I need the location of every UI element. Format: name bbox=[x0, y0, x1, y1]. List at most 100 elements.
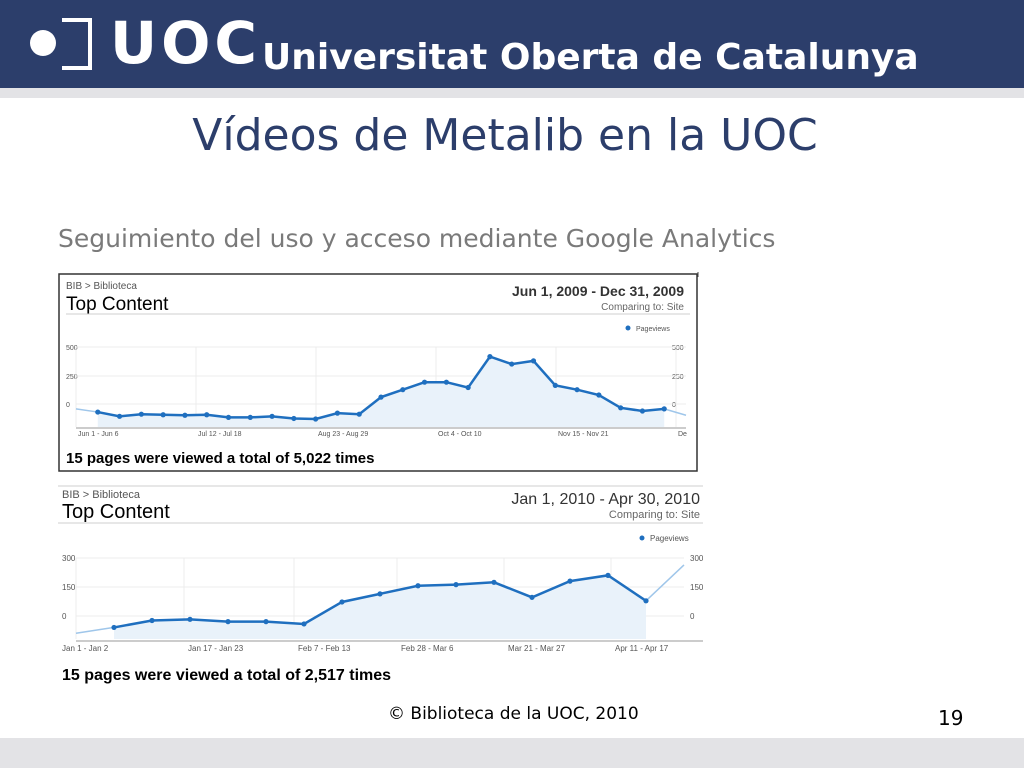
x-tick-label: Feb 7 - Feb 13 bbox=[298, 644, 351, 653]
data-point bbox=[529, 594, 535, 600]
data-point bbox=[400, 387, 406, 393]
series-area bbox=[114, 575, 646, 639]
data-point bbox=[269, 413, 275, 419]
y-tick-right: 500 bbox=[672, 345, 684, 352]
data-point bbox=[182, 412, 188, 418]
data-point bbox=[160, 412, 166, 418]
legend-label: Pageviews bbox=[650, 534, 689, 543]
data-point bbox=[453, 582, 459, 588]
series-line-partial bbox=[75, 408, 98, 413]
data-point bbox=[530, 358, 537, 364]
footer-bar bbox=[0, 738, 1024, 768]
y-axis-left: 500 250 0 bbox=[66, 345, 78, 409]
slide-subtitle: Seguimiento del uso y acceso mediante Go… bbox=[58, 224, 776, 253]
comparing-label: Comparing to: Site bbox=[601, 302, 684, 313]
slide-title: Vídeos de Metalib en la UOC bbox=[192, 110, 818, 161]
x-tick-label: Apr 11 - Apr 17 bbox=[615, 644, 669, 653]
data-point bbox=[377, 591, 383, 597]
chart-frame bbox=[58, 273, 698, 472]
data-point bbox=[95, 409, 101, 415]
data-point bbox=[574, 387, 580, 393]
x-axis: Jun 1 - Jun 6 Jul 12 - Jul 18 Aug 23 - A… bbox=[78, 431, 687, 438]
legend-marker bbox=[639, 535, 645, 541]
y-tick-right: 300 bbox=[690, 554, 704, 563]
data-point bbox=[421, 379, 428, 385]
uoc-logo-text: UOC bbox=[110, 9, 261, 77]
data-point bbox=[301, 621, 307, 627]
chart-summary: 15 pages were viewed a total of 5,022 ti… bbox=[66, 450, 374, 467]
data-point bbox=[356, 411, 362, 417]
x-tick-label: Nov 15 - Nov 21 bbox=[558, 431, 609, 438]
data-point bbox=[661, 406, 667, 412]
data-point bbox=[339, 599, 345, 605]
plot-area bbox=[75, 557, 685, 639]
y-axis-left: 300 150 0 bbox=[62, 554, 76, 621]
x-tick-label: Jul 12 - Jul 18 bbox=[198, 431, 242, 438]
data-point bbox=[263, 619, 269, 625]
analytics-chart-2009: BIB > Biblioteca Top Content Jun 1, 2009… bbox=[58, 272, 699, 472]
x-tick-label: De bbox=[678, 431, 687, 438]
y-tick-left: 500 bbox=[66, 345, 78, 352]
y-tick-right: 250 bbox=[672, 374, 684, 381]
uoc-logo-bracket-icon bbox=[62, 18, 92, 70]
data-point bbox=[247, 414, 253, 420]
data-point bbox=[204, 412, 210, 418]
data-point bbox=[643, 598, 649, 604]
data-point bbox=[443, 379, 449, 385]
data-point bbox=[639, 408, 646, 414]
data-point bbox=[567, 578, 573, 584]
series-line-partial bbox=[645, 564, 685, 602]
date-range: Jan 1, 2010 - Apr 30, 2010 bbox=[511, 491, 700, 508]
breadcrumb: BIB > Biblioteca bbox=[62, 489, 141, 501]
y-tick-left: 150 bbox=[62, 583, 76, 592]
data-point bbox=[149, 617, 155, 624]
data-point bbox=[552, 382, 558, 388]
data-point bbox=[225, 619, 231, 625]
data-point bbox=[313, 416, 319, 422]
data-point bbox=[596, 392, 602, 398]
y-tick-right: 0 bbox=[690, 612, 695, 621]
data-point bbox=[334, 410, 341, 416]
data-point bbox=[378, 394, 384, 400]
y-tick-right: 0 bbox=[672, 402, 676, 409]
page-number: 19 bbox=[938, 706, 964, 730]
x-tick-label: Aug 23 - Aug 29 bbox=[318, 431, 368, 438]
y-tick-left: 0 bbox=[62, 612, 67, 621]
x-tick-label: Mar 21 - Mar 27 bbox=[508, 644, 565, 653]
y-tick-right: 150 bbox=[690, 583, 704, 592]
series-area bbox=[97, 356, 665, 427]
analytics-chart-2010: BIB > Biblioteca Top Content Jan 1, 2010… bbox=[58, 485, 704, 684]
university-name: Universitat Oberta de Catalunya bbox=[262, 37, 919, 78]
data-point bbox=[415, 583, 421, 589]
data-point bbox=[487, 354, 493, 360]
date-range: Jun 1, 2009 - Dec 31, 2009 bbox=[512, 283, 684, 299]
chart-title: Top Content bbox=[66, 294, 169, 315]
y-tick-left: 250 bbox=[66, 374, 78, 381]
data-point bbox=[509, 361, 515, 367]
data-point bbox=[491, 579, 497, 585]
x-tick-label: Jan 17 - Jan 23 bbox=[188, 644, 244, 653]
x-axis: Jan 1 - Jan 2 Jan 17 - Jan 23 Feb 7 - Fe… bbox=[62, 644, 669, 653]
series-line-partial bbox=[75, 626, 115, 634]
plot-area bbox=[75, 346, 687, 427]
x-tick-label: Oct 4 - Oct 10 bbox=[438, 431, 482, 438]
data-point bbox=[111, 624, 117, 631]
y-axis-right: 500 250 0 bbox=[672, 345, 684, 409]
x-tick-label: Feb 28 - Mar 6 bbox=[401, 644, 454, 653]
chart-summary: 15 pages were viewed a total of 2,517 ti… bbox=[62, 667, 391, 684]
footer-copyright: © Biblioteca de la UOC, 2010 bbox=[388, 704, 639, 724]
data-point bbox=[225, 414, 232, 420]
header-banner: UOC Universitat Oberta de Catalunya bbox=[0, 0, 1024, 88]
data-point bbox=[138, 411, 144, 417]
legend-label: Pageviews bbox=[636, 326, 670, 333]
data-point bbox=[465, 384, 471, 391]
legend-marker bbox=[625, 325, 631, 331]
header-divider bbox=[0, 88, 1024, 98]
data-point bbox=[116, 413, 123, 419]
data-point bbox=[605, 572, 611, 578]
y-axis-right: 300 150 0 bbox=[690, 554, 704, 621]
x-tick-label: Jan 1 - Jan 2 bbox=[62, 644, 109, 653]
data-point bbox=[618, 405, 624, 411]
uoc-logo-dot-icon bbox=[30, 30, 56, 56]
data-point bbox=[291, 415, 297, 422]
